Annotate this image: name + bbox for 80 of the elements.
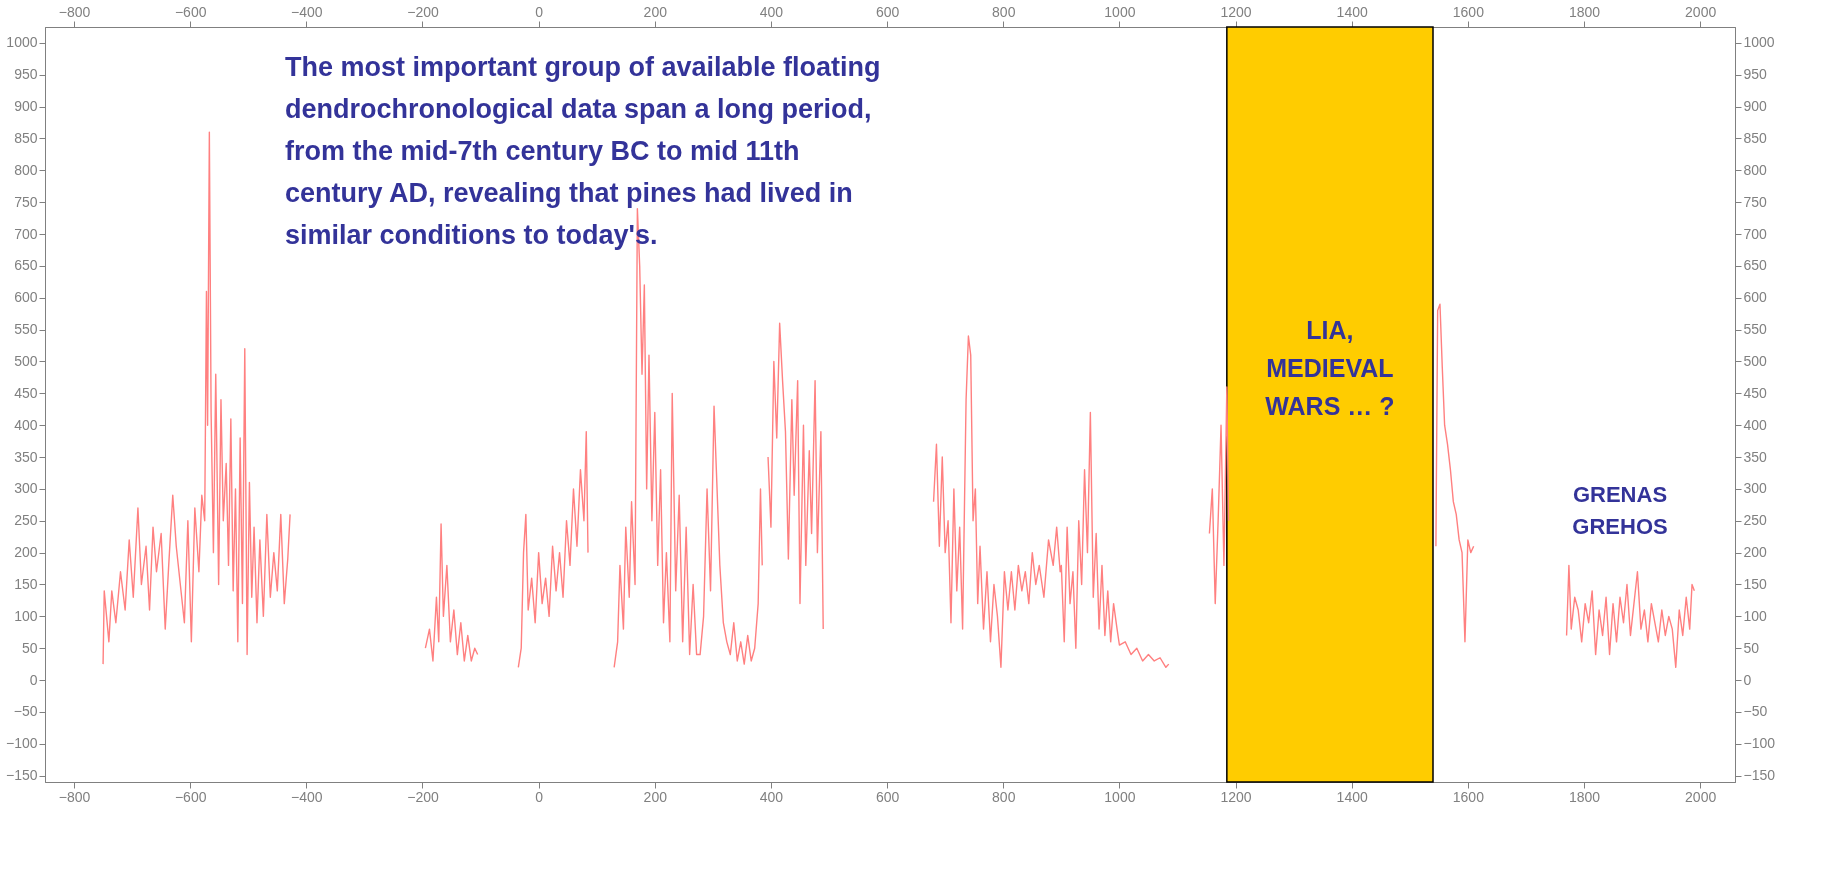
y-tick-label: 600 bbox=[14, 289, 38, 306]
y-tick-label: 200 bbox=[14, 544, 38, 561]
y2-tick-label: 900 bbox=[1743, 98, 1768, 115]
y-tick-label: 500 bbox=[14, 352, 38, 369]
y2-tick-label: 800 bbox=[1743, 161, 1768, 178]
y-tick-label: 150 bbox=[14, 575, 38, 592]
x2-tick-label: 200 bbox=[643, 3, 668, 20]
x2-tick-label: 600 bbox=[875, 3, 900, 20]
y-tick-label: −150 bbox=[5, 767, 38, 784]
x2-tick-label: −800 bbox=[58, 3, 91, 20]
x-tick-label: 400 bbox=[759, 788, 784, 805]
x-tick-label: 1800 bbox=[1568, 788, 1601, 805]
y-tick-label: 450 bbox=[14, 384, 38, 401]
y2-tick-label: 850 bbox=[1743, 130, 1768, 146]
x-tick-label: 200 bbox=[643, 788, 668, 805]
x-tick-label: 2000 bbox=[1685, 788, 1717, 805]
x2-tick-label: 2000 bbox=[1685, 3, 1717, 20]
y2-tick-label: 0 bbox=[1743, 671, 1752, 688]
x-tick-label: 1200 bbox=[1220, 788, 1252, 805]
y-tick-label: 400 bbox=[14, 416, 38, 433]
y2-tick-label: 350 bbox=[1743, 448, 1768, 465]
y-tick-label: 0 bbox=[29, 671, 38, 688]
y2-tick-label: 750 bbox=[1743, 193, 1768, 210]
y-tick-label: 550 bbox=[14, 321, 38, 338]
y2-tick-label: 300 bbox=[1743, 480, 1768, 497]
x-tick-label: 1000 bbox=[1104, 788, 1136, 805]
x2-tick-label: 0 bbox=[535, 3, 544, 20]
x-tick-label: 800 bbox=[992, 788, 1016, 805]
y-tick-label: 750 bbox=[14, 193, 38, 210]
x-tick-label: 1600 bbox=[1452, 788, 1485, 805]
y2-tick-label: 650 bbox=[1743, 257, 1768, 274]
x-tick-label: −200 bbox=[407, 788, 439, 805]
y2-tick-label: 600 bbox=[1743, 289, 1768, 306]
y2-tick-label: 1000 bbox=[1743, 34, 1775, 51]
y-tick-label: 100 bbox=[14, 607, 38, 624]
x2-tick-label: 1000 bbox=[1104, 3, 1136, 20]
y2-tick-label: 250 bbox=[1743, 512, 1768, 529]
y-tick-label: 850 bbox=[14, 130, 38, 146]
y2-tick-label: 450 bbox=[1743, 384, 1768, 401]
y-tick-label: 50 bbox=[21, 639, 38, 656]
y-tick-label: 300 bbox=[14, 480, 38, 497]
x2-tick-label: −400 bbox=[291, 3, 323, 20]
x2-tick-label: −200 bbox=[407, 3, 439, 20]
x-tick-label: −600 bbox=[174, 788, 207, 805]
y-tick-label: 900 bbox=[14, 98, 38, 115]
y-tick-label: 800 bbox=[14, 161, 38, 178]
y-tick-label: 950 bbox=[14, 66, 38, 83]
y-tick-label: 250 bbox=[14, 512, 38, 529]
x2-tick-label: −600 bbox=[174, 3, 207, 20]
x2-tick-label: 1600 bbox=[1452, 3, 1485, 20]
y-tick-label: 1000 bbox=[6, 34, 38, 51]
band-label: LIA, MEDIEVAL WARS … ? bbox=[1265, 316, 1395, 420]
x2-tick-label: 1800 bbox=[1568, 3, 1601, 20]
x2-tick-label: 400 bbox=[759, 3, 784, 20]
x-tick-label: 0 bbox=[535, 788, 544, 805]
x2-tick-label: 1400 bbox=[1336, 3, 1368, 20]
y2-tick-label: 50 bbox=[1743, 639, 1760, 656]
y2-tick-label: 500 bbox=[1743, 352, 1768, 369]
x-tick-label: −800 bbox=[58, 788, 91, 805]
y2-tick-label: 550 bbox=[1743, 321, 1768, 338]
y-tick-label: 350 bbox=[14, 448, 38, 465]
y-tick-label: 650 bbox=[14, 257, 38, 274]
x-tick-label: −400 bbox=[291, 788, 323, 805]
x-tick-label: 600 bbox=[875, 788, 900, 805]
y-tick-label: 700 bbox=[14, 225, 38, 242]
y2-tick-label: −150 bbox=[1743, 767, 1776, 784]
y2-tick-label: 400 bbox=[1743, 416, 1768, 433]
x2-tick-label: 800 bbox=[992, 3, 1016, 20]
x-tick-label: 1400 bbox=[1336, 788, 1368, 805]
y-tick-label: −50 bbox=[13, 703, 38, 720]
y2-tick-label: 950 bbox=[1743, 66, 1768, 83]
y2-tick-label: 100 bbox=[1743, 607, 1768, 624]
y-tick-label: −100 bbox=[5, 735, 38, 752]
y2-tick-label: 700 bbox=[1743, 225, 1768, 242]
x2-tick-label: 1200 bbox=[1220, 3, 1252, 20]
y2-tick-label: 150 bbox=[1743, 575, 1768, 592]
annotation: GRENAS GREHOS bbox=[1572, 482, 1668, 539]
y2-tick-label: −50 bbox=[1743, 703, 1768, 720]
y2-tick-label: 200 bbox=[1743, 544, 1768, 561]
y2-tick-label: −100 bbox=[1743, 735, 1776, 752]
